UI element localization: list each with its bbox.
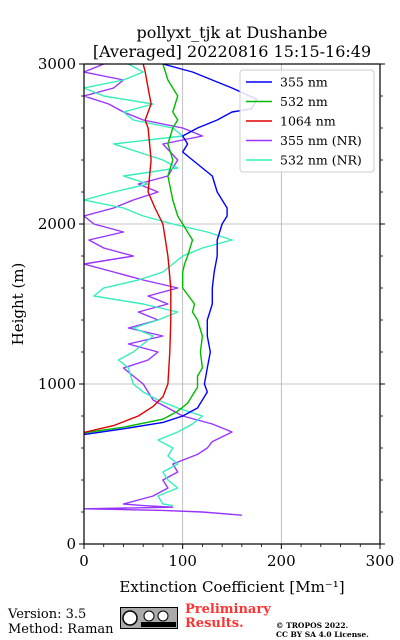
- x-axis-label: Extinction Coefficient [Mm⁻¹]: [119, 578, 344, 596]
- version-text: Version: 3.5: [8, 607, 87, 622]
- preliminary-line: Preliminary: [185, 602, 271, 617]
- license-line: CC BY SA 4.0 License.: [276, 630, 369, 639]
- legend-label: 1064 nm: [280, 114, 336, 129]
- cc-by-sa-icon: [122, 610, 176, 627]
- legend: 355 nm 532 nm 1064 nm 355 nm (NR) 532 nm (NR…: [239, 69, 375, 173]
- legend-label: 355 nm: [280, 75, 328, 90]
- legend-label: 355 nm (NR): [280, 133, 362, 148]
- y-tick-label: 2000: [38, 215, 76, 233]
- method-text: Method: Raman: [8, 622, 114, 637]
- y-axis-label: Height (m): [9, 263, 27, 346]
- y-tick-label: 0: [66, 535, 76, 553]
- x-tick-label: 300: [366, 552, 395, 570]
- series-line-355-nm-nr: [84, 64, 242, 516]
- y-tick-label: 3000: [38, 55, 76, 73]
- series-line-1064-nm: [84, 64, 172, 434]
- legend-label: 532 nm (NR): [280, 153, 362, 168]
- series-group: [84, 64, 258, 516]
- x-tick-label: 0: [79, 552, 89, 570]
- series-line-532-nm-nr: [84, 64, 233, 507]
- cc-license-logo: [120, 607, 178, 629]
- legend-label: 532 nm: [280, 94, 328, 109]
- preliminary-notice: Preliminary Results.: [185, 603, 271, 631]
- chart-canvas: pollyxt_tjk at Dushanbe [Averaged] 20220…: [9, 23, 395, 596]
- y-tick-label: 1000: [38, 375, 76, 393]
- copyright-line: © TROPOS 2022.: [276, 621, 349, 630]
- legend-box: [239, 69, 375, 173]
- x-tick-label: 100: [168, 552, 197, 570]
- chart-title-line2: [Averaged] 20220816 15:15-16:49: [93, 42, 371, 61]
- chart-title-line1: pollyxt_tjk at Dushanbe: [136, 23, 327, 42]
- plot-frame: [83, 63, 381, 545]
- results-line: Results.: [185, 616, 244, 631]
- copyright-notice: © TROPOS 2022. CC BY SA 4.0 License.: [276, 621, 369, 639]
- x-tick-label: 200: [267, 552, 296, 570]
- series-line-532-nm: [84, 64, 204, 434]
- series-line-355-nm: [84, 64, 258, 436]
